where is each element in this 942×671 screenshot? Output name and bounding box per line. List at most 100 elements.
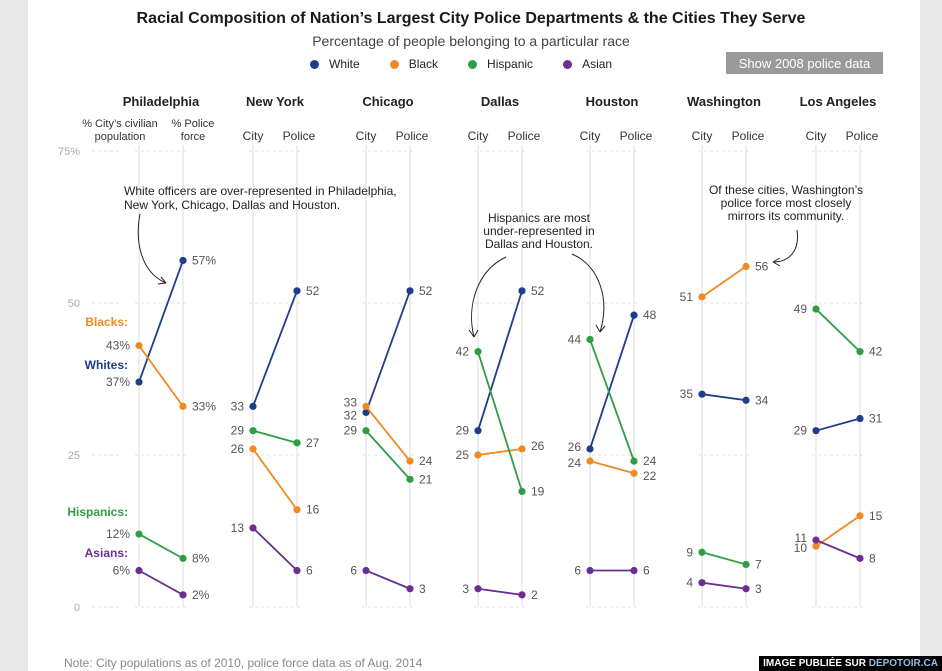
value-label-city-black-0: 43% bbox=[106, 339, 130, 353]
y-tick-label-0: 0 bbox=[74, 602, 80, 614]
point-police-white-4 bbox=[630, 311, 638, 319]
annotation-hispanic-line-2: Dallas and Houston. bbox=[485, 237, 593, 251]
legend-item-hispanic: Hispanic bbox=[468, 57, 533, 71]
race-label-1: Whites: bbox=[85, 358, 128, 372]
slope-line-asian-0 bbox=[138, 569, 184, 596]
value-label-city-asian-0: 6% bbox=[113, 564, 131, 578]
watermark-prefix: IMAGE PUBLIÉE SUR bbox=[763, 658, 869, 669]
point-police-white-2 bbox=[406, 287, 414, 295]
value-label-police-asian-5: 3 bbox=[755, 582, 762, 596]
value-label-police-white-4: 48 bbox=[643, 308, 657, 322]
watermark-brand: DEPOTOIR.CA bbox=[868, 658, 938, 669]
point-city-asian-0 bbox=[135, 566, 143, 575]
annotation-white-line-0: White officers are over-represented in P… bbox=[124, 184, 397, 198]
value-label-city-asian-5: 4 bbox=[686, 576, 693, 590]
police-axis-label-1: Police bbox=[283, 129, 316, 143]
point-city-hispanic-4 bbox=[586, 335, 594, 344]
value-label-city-asian-6: 11 bbox=[795, 531, 808, 545]
value-label-city-white-2: 32 bbox=[344, 408, 358, 422]
legend-item-black: Black bbox=[389, 57, 439, 71]
slope-line-hispanic-4 bbox=[589, 339, 635, 462]
value-label-police-black-3: 26 bbox=[531, 439, 545, 453]
point-police-black-6 bbox=[856, 512, 864, 520]
point-city-white-2 bbox=[362, 408, 370, 417]
race-label-3: Asians: bbox=[85, 546, 128, 560]
point-police-asian-1 bbox=[293, 566, 301, 575]
legend: White Black Hispanic Asian bbox=[310, 57, 642, 71]
legend-label-white: White bbox=[329, 57, 360, 71]
point-police-asian-2 bbox=[406, 585, 414, 593]
value-label-city-black-6: 10 bbox=[794, 541, 808, 555]
point-city-hispanic-1 bbox=[249, 427, 257, 435]
footnote: Note: City populations as of 2010, polic… bbox=[64, 656, 423, 670]
point-city-black-6 bbox=[812, 542, 820, 550]
point-city-white-6 bbox=[812, 427, 820, 435]
slope-line-hispanic-3 bbox=[477, 351, 523, 492]
point-city-white-4 bbox=[586, 445, 594, 453]
point-police-black-0 bbox=[179, 402, 187, 410]
point-police-asian-4 bbox=[630, 566, 638, 575]
value-label-police-hispanic-2: 21 bbox=[419, 472, 433, 486]
slope-line-asian-3 bbox=[477, 587, 523, 596]
slope-line-black-0 bbox=[138, 345, 184, 407]
point-police-white-6 bbox=[856, 414, 864, 423]
point-police-hispanic-5 bbox=[742, 560, 750, 569]
watermark: IMAGE PUBLIÉE SUR DEPOTOIR.CA bbox=[759, 656, 942, 671]
y-tick-label-50: 50 bbox=[68, 298, 80, 310]
slope-line-white-1 bbox=[252, 290, 298, 407]
point-police-asian-6 bbox=[856, 554, 864, 562]
value-label-police-white-6: 31 bbox=[869, 412, 883, 426]
panel-title-6: Los Angeles bbox=[800, 94, 877, 109]
city-axis-label-1: City bbox=[243, 129, 264, 143]
panel-title-0: Philadelphia bbox=[123, 94, 200, 109]
legend-item-asian: Asian bbox=[563, 57, 612, 71]
value-label-city-white-0: 37% bbox=[106, 375, 130, 389]
point-city-black-4 bbox=[586, 457, 594, 465]
value-label-police-black-6: 15 bbox=[869, 509, 883, 523]
value-label-city-black-5: 51 bbox=[680, 290, 694, 304]
slope-line-hispanic-6 bbox=[815, 308, 861, 353]
legend-label-asian: Asian bbox=[582, 57, 613, 71]
legend-item-white: White bbox=[310, 57, 360, 71]
value-label-city-hispanic-2: 29 bbox=[344, 424, 358, 438]
point-city-asian-2 bbox=[362, 566, 370, 575]
point-police-asian-5 bbox=[742, 585, 750, 593]
value-label-police-asian-4: 6 bbox=[643, 564, 650, 578]
city-axis-label-4: City bbox=[580, 129, 601, 143]
point-city-hispanic-6 bbox=[812, 305, 820, 313]
show-2008-police-data-button[interactable]: Show 2008 police data bbox=[726, 52, 883, 74]
value-label-city-white-5: 35 bbox=[680, 387, 694, 401]
slope-line-black-4 bbox=[589, 460, 635, 475]
point-city-asian-3 bbox=[474, 585, 482, 593]
point-city-white-0 bbox=[135, 378, 143, 386]
legend-swatch-black bbox=[389, 59, 399, 69]
point-police-hispanic-4 bbox=[630, 457, 638, 465]
point-police-black-3 bbox=[518, 445, 526, 453]
race-label-2: Hispanics: bbox=[67, 505, 128, 519]
panel-title-5: Washington bbox=[687, 94, 761, 109]
city-axis-label-3: City bbox=[468, 129, 489, 143]
point-police-asian-3 bbox=[518, 591, 526, 599]
point-city-asian-1 bbox=[249, 524, 257, 532]
point-police-hispanic-6 bbox=[856, 348, 864, 356]
point-city-white-5 bbox=[698, 390, 706, 398]
point-city-white-1 bbox=[249, 402, 257, 410]
point-city-black-5 bbox=[698, 293, 706, 301]
legend-label-black: Black bbox=[408, 57, 439, 71]
annotation-washington-line-2: mirrors its community. bbox=[728, 209, 844, 223]
point-city-asian-6 bbox=[812, 536, 820, 544]
police-axis-label-6: Police bbox=[846, 129, 879, 143]
value-label-police-hispanic-0: 8% bbox=[192, 551, 210, 565]
value-label-city-white-6: 29 bbox=[794, 424, 808, 438]
value-label-police-hispanic-4: 24 bbox=[643, 454, 657, 468]
annotation-white-line-1: New York, Chicago, Dallas and Houston. bbox=[124, 198, 340, 212]
value-label-police-asian-3: 2 bbox=[531, 588, 538, 602]
point-city-black-2 bbox=[362, 402, 370, 410]
police-axis-label-2: Police bbox=[396, 129, 429, 143]
value-label-city-hispanic-5: 9 bbox=[686, 545, 693, 559]
value-label-city-hispanic-4: 44 bbox=[568, 332, 582, 346]
point-police-hispanic-3 bbox=[518, 487, 526, 496]
police-axis-label-4: Police bbox=[620, 129, 653, 143]
value-label-city-asian-2: 6 bbox=[350, 564, 357, 578]
